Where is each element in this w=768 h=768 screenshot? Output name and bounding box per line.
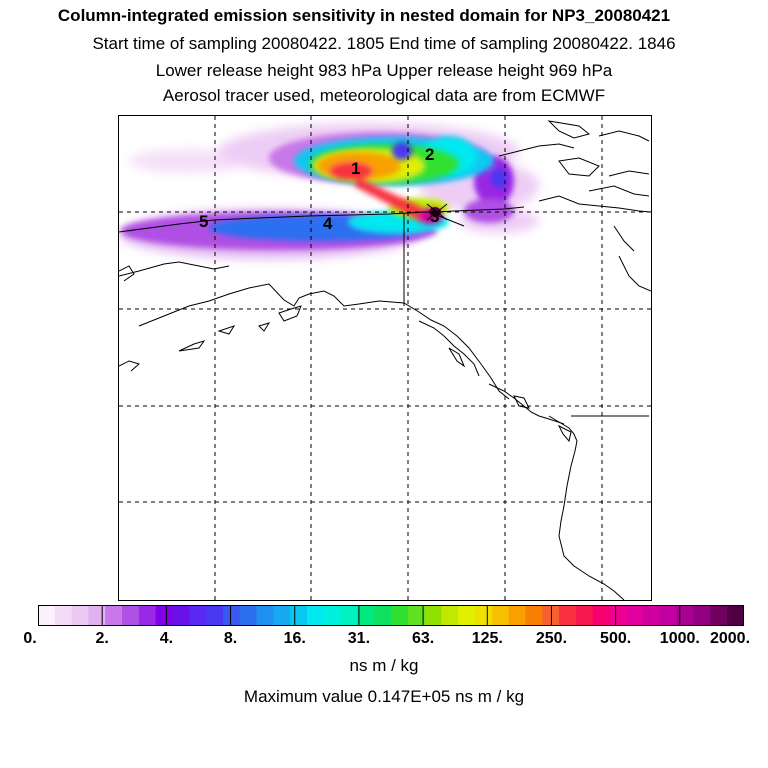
color-scale-tick-label: 500. [600,630,632,647]
units-label: ns m / kg [349,656,419,675]
map-label-2: 2 [425,145,434,164]
color-swatch [357,605,375,626]
color-swatch [475,605,493,626]
color-swatch [391,605,409,626]
color-scale-tick-label: 1000. [659,630,700,647]
color-swatch [676,605,695,626]
map-title: Column-integrated emission sensitivity i… [57,6,671,25]
color-swatch [407,605,426,626]
map-label-1: 1 [351,159,360,178]
color-scale-ticks: 0. 2. 4. 8. 16. 31. 63. 125. 250. 500. 1000. 2000. [0,630,768,650]
color-swatch [138,605,157,626]
color-swatch [592,605,611,626]
map-label-5: 5 [199,212,208,231]
sampling-time-line: Start time of sampling 20080422. 1805 En… [92,34,676,53]
color-scale-tick-label: 125. [471,630,503,647]
graticule [119,116,651,600]
color-swatch [441,605,459,626]
color-scale-border [38,605,744,626]
color-swatch [105,605,123,626]
release-height-line: Lower release height 983 hPa Upper relea… [155,61,613,80]
color-swatch [38,605,56,626]
sensitivity-plume [119,123,539,259]
color-swatch [525,605,543,626]
color-swatch [306,605,325,626]
color-swatch [659,605,678,626]
tracer-info-line: Aerosol tracer used, meteorological data… [162,86,606,105]
color-swatch [71,605,89,626]
color-swatch [542,605,560,626]
map-label-3: 3 [430,207,439,226]
color-swatch [727,605,744,626]
color-swatch [256,605,274,626]
color-scale-tick-label: 63. [411,630,435,647]
color-scale-bar [38,605,744,626]
color-swatch [693,605,711,626]
color-scale-tick-label: 31. [347,630,371,647]
color-scale-tick-label: 2. [95,630,109,647]
color-scale-tick-label: 0. [23,630,37,647]
color-swatch [710,605,728,626]
map-panel: 1 2 3 4 5 [118,115,652,601]
color-swatch [189,605,207,626]
color-swatch [508,605,526,626]
map-label-4: 4 [323,214,333,233]
color-swatch [626,605,644,626]
color-scale-tick-label: 4. [159,630,174,647]
color-swatch [575,605,594,626]
color-swatch [340,605,358,626]
color-swatch [643,605,661,626]
color-swatch [458,605,476,626]
color-swatch [424,605,442,626]
color-swatch [559,605,577,626]
color-swatch [609,605,627,626]
color-scale-tick-label: 8. [223,630,238,647]
color-swatch [273,605,291,626]
color-swatch [122,605,140,626]
color-swatch [491,605,510,626]
color-swatch [54,605,73,626]
coastlines [119,120,651,600]
color-swatch [172,605,190,626]
color-scale-tick-label: 2000. [709,630,751,647]
color-swatch [239,605,258,626]
color-swatch [88,605,106,626]
color-scale-tick-label: 16. [283,630,306,647]
color-scale-tick-label: 250. [535,630,568,647]
color-swatch [290,605,308,626]
color-swatch [155,605,173,626]
color-swatch [206,605,224,626]
color-swatch [374,605,392,626]
color-swatch [323,605,342,626]
color-swatch [222,605,241,626]
map-canvas: 1 2 3 4 5 [119,116,651,600]
maximum-value-label: Maximum value 0.147E+05 ns m / kg [243,687,525,706]
